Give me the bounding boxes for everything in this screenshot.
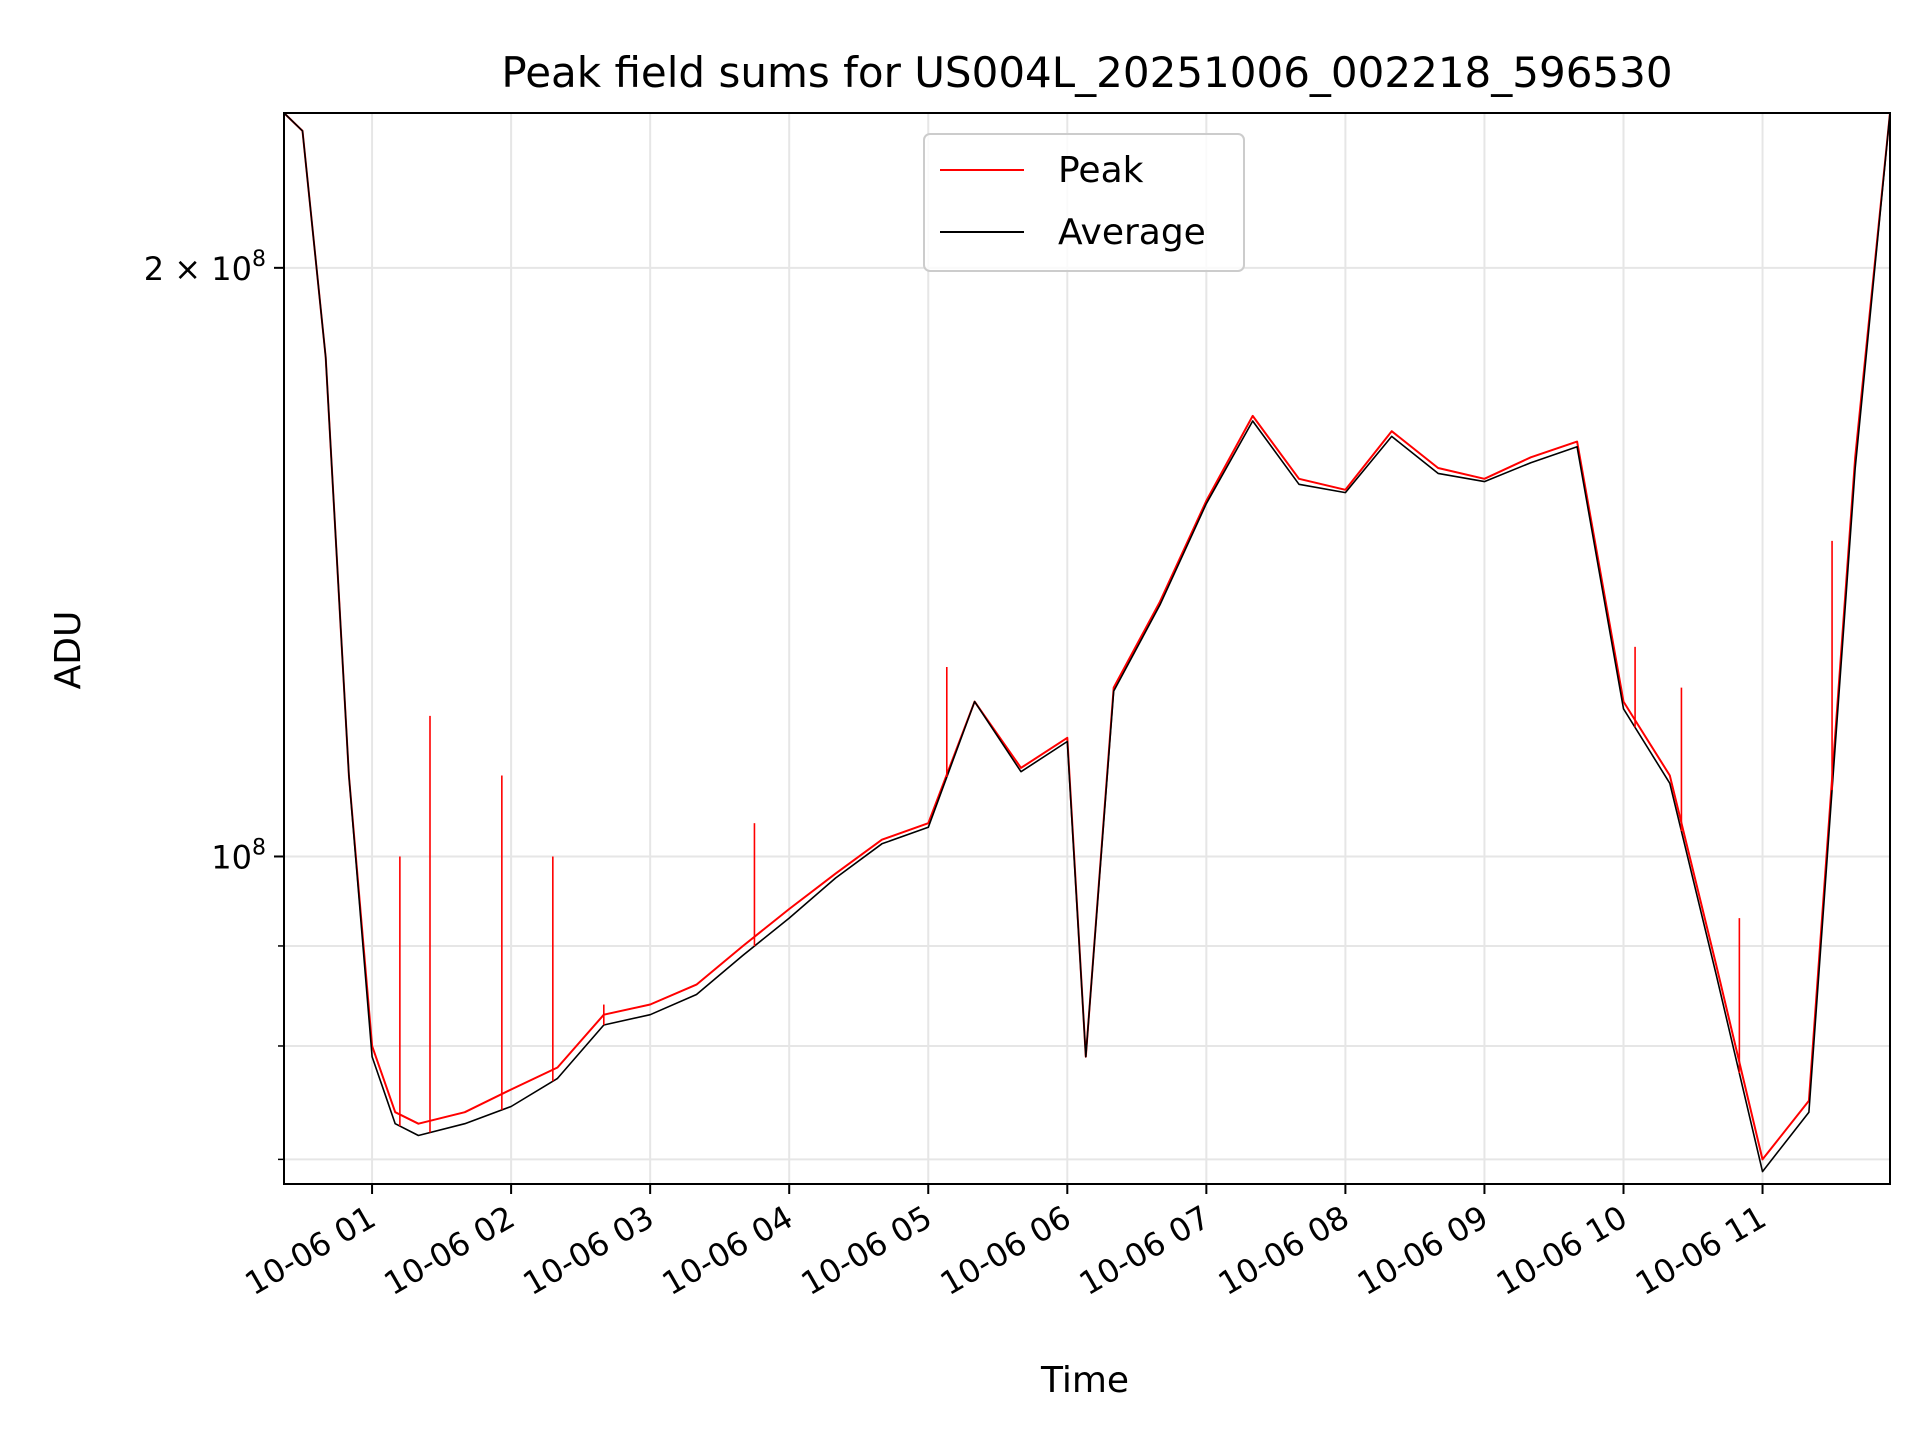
legend: Peak Average [923,133,1245,272]
x-axis-label: Time [1040,1360,1129,1401]
plot-frame [283,112,1891,1185]
legend-label-peak: Peak [1058,150,1144,191]
legend-box [923,133,1245,272]
legend-label-average: Average [1058,212,1206,253]
grid [284,113,1890,1184]
series-group [283,112,1891,1173]
y-axis-label: ADU [48,611,89,690]
y-tick-label: 108 [211,835,266,876]
series-line-peak [283,112,1891,1161]
series-line-average [283,112,1891,1173]
chart-title: Peak field sums for US004L_20251006_0022… [501,48,1672,97]
y-tick-label: 2 × 108 [144,247,266,288]
